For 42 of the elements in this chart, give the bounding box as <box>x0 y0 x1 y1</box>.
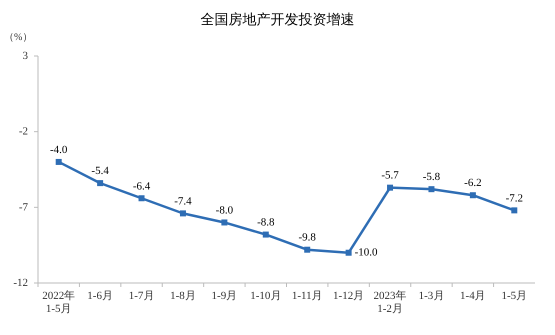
data-label: -10.0 <box>354 246 378 259</box>
point <box>221 219 228 226</box>
data-label: -7.4 <box>174 195 192 208</box>
x-tick-label: 1-11月 <box>292 290 323 302</box>
x-tick-label: 2023年 1-2月 <box>374 290 407 315</box>
point <box>138 195 145 202</box>
x-tick-label: 1-10月 <box>250 290 282 302</box>
data-label: -6.2 <box>464 177 482 190</box>
data-label: -7.2 <box>506 192 524 204</box>
point <box>180 210 186 216</box>
point <box>56 158 62 165</box>
point <box>387 184 394 191</box>
point <box>346 250 352 256</box>
point <box>304 246 310 253</box>
y-axis-title: （%） <box>4 32 32 43</box>
chart-title: 全国房地产开发投资增速 <box>200 12 354 28</box>
x-tick-label: 1-9月 <box>212 290 238 302</box>
x-tick-label: 1-8月 <box>170 290 196 302</box>
x-tick-label: 1-6月 <box>87 290 113 302</box>
x-tick-label: 1-12月 <box>333 290 364 302</box>
y-tick-label: -12 <box>13 277 28 289</box>
point <box>97 180 104 186</box>
x-tick-label: 1-7月 <box>128 290 154 302</box>
data-label: -8.8 <box>257 216 275 229</box>
x-tick-label: 1-3月 <box>418 290 444 302</box>
point <box>262 232 269 238</box>
data-label: -5.8 <box>422 171 441 184</box>
data-label: -6.4 <box>132 180 151 192</box>
y-tick-label: -7 <box>18 201 28 214</box>
x-tick-label: 1-4月 <box>460 290 486 302</box>
point <box>511 207 518 214</box>
data-label: -4.0 <box>50 144 68 156</box>
data-label: -5.7 <box>381 170 400 182</box>
point <box>470 192 476 198</box>
y-tick-label: 3 <box>22 50 28 62</box>
data-label: -5.4 <box>91 165 110 178</box>
point <box>428 186 434 192</box>
y-tick-label: -2 <box>18 126 28 138</box>
x-tick-label: 2022年 1-5月 <box>42 290 76 315</box>
data-label: -9.8 <box>298 232 316 244</box>
data-label: -8.0 <box>216 204 234 216</box>
x-tick-label: 1-5月 <box>501 290 528 302</box>
